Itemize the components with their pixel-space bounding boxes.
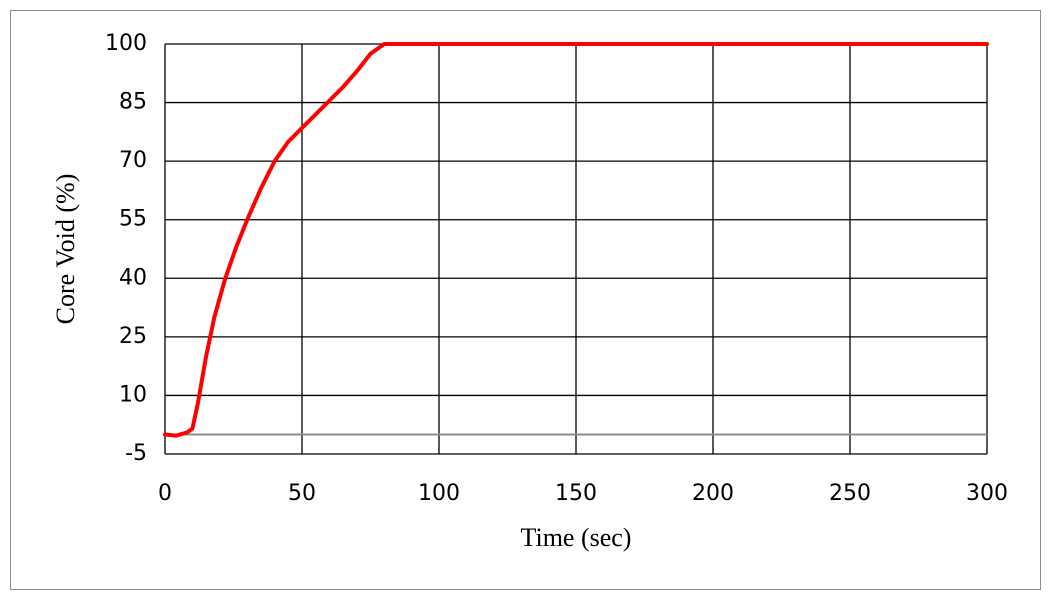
y-tick-label: 10: [119, 382, 147, 407]
y-tick-label: 70: [119, 148, 147, 173]
x-tick-label: 50: [288, 481, 316, 506]
y-tick-label: 40: [119, 265, 147, 290]
x-tick-label: 300: [966, 481, 1008, 506]
y-tick-label: 100: [105, 31, 147, 56]
x-tick-label: 250: [829, 481, 871, 506]
x-tick-label: 150: [555, 481, 597, 506]
data-line: [163, 42, 989, 438]
x-tick-label: 100: [418, 481, 460, 506]
x-axis-title: Time (sec): [521, 523, 632, 552]
y-tick-label: -5: [125, 441, 147, 466]
y-tick-label: 55: [119, 207, 147, 232]
x-tick-label: 0: [158, 481, 172, 506]
y-tick-label: 85: [119, 90, 147, 115]
x-tick-label: 200: [692, 481, 734, 506]
chart-frame: [10, 10, 1041, 590]
y-tick-label: 25: [119, 324, 147, 349]
y-axis-title: Core Void (%): [51, 174, 80, 325]
